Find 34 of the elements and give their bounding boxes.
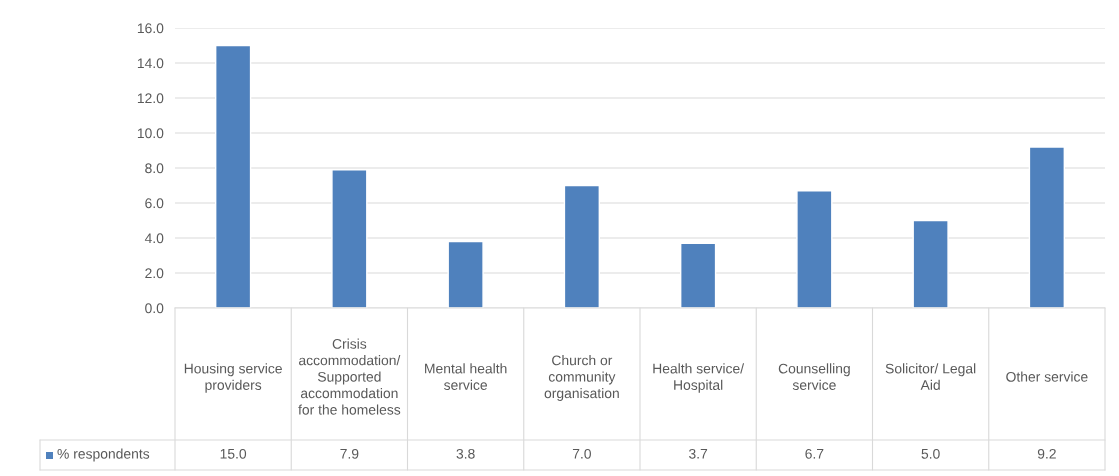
data-label: 9.2: [1037, 448, 1056, 459]
y-tick-label: 12.0: [137, 93, 164, 104]
x-tick-label: Other service: [1006, 371, 1088, 382]
y-tick-label: 8.0: [145, 163, 164, 174]
y-tick-label: 6.0: [145, 198, 164, 209]
bar: [679, 242, 717, 308]
x-tick-label: Health service/ Hospital: [653, 363, 745, 393]
y-tick-label: 0.0: [145, 303, 164, 314]
data-label: 7.9: [340, 448, 359, 459]
y-tick-label: 16.0: [137, 23, 164, 34]
bar: [563, 184, 601, 308]
x-tick-label: Crisis accommodation/ Supported accommodation for the homeless: [298, 338, 401, 415]
x-tick-label: Mental health service: [425, 363, 507, 390]
x-tick-label: Solicitor/ Legal Aid: [885, 363, 976, 390]
bar: [214, 44, 252, 308]
y-tick-label: 10.0: [137, 128, 164, 139]
bar: [1028, 146, 1066, 308]
data-label: 7.0: [572, 448, 591, 459]
data-label: 3.7: [689, 448, 708, 459]
data-label: 15.0: [220, 448, 247, 459]
legend-label: % respondents: [57, 448, 150, 462]
y-tick-label: 2.0: [145, 268, 164, 279]
y-tick-label: 14.0: [137, 58, 164, 69]
bar: [912, 219, 949, 308]
bar: [447, 240, 484, 308]
bar: [331, 169, 368, 308]
data-label: 5.0: [921, 448, 940, 459]
data-label: 3.8: [456, 448, 475, 459]
y-tick-label: 4.0: [144, 233, 164, 244]
data-label: 6.7: [805, 448, 824, 459]
x-tick-label: Counselling service: [778, 363, 850, 390]
bar: [796, 190, 833, 308]
x-tick-label: Church or community organisation: [544, 355, 619, 401]
x-tick-label: Housing service providers: [184, 363, 282, 393]
